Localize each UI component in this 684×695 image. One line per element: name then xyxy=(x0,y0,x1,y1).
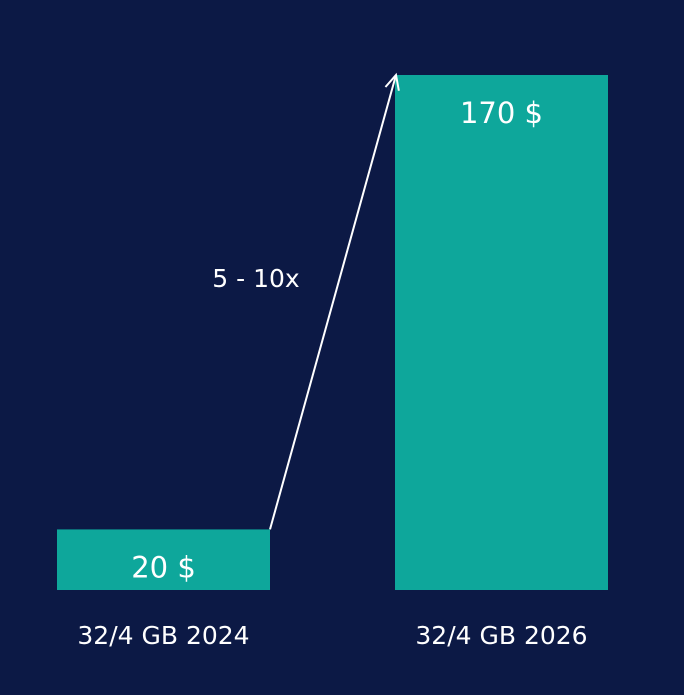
x-tick-label: 32/4 GB 2026 xyxy=(415,621,587,650)
value-label: 170 $ xyxy=(460,96,543,130)
bar xyxy=(395,75,608,590)
value-label: 20 $ xyxy=(131,550,196,584)
arrow-head xyxy=(384,72,400,91)
growth-arrow xyxy=(269,74,397,530)
bar xyxy=(57,529,270,590)
annotation: 5 - 10x xyxy=(212,264,299,293)
x-tick-label: 32/4 GB 2024 xyxy=(77,621,249,650)
